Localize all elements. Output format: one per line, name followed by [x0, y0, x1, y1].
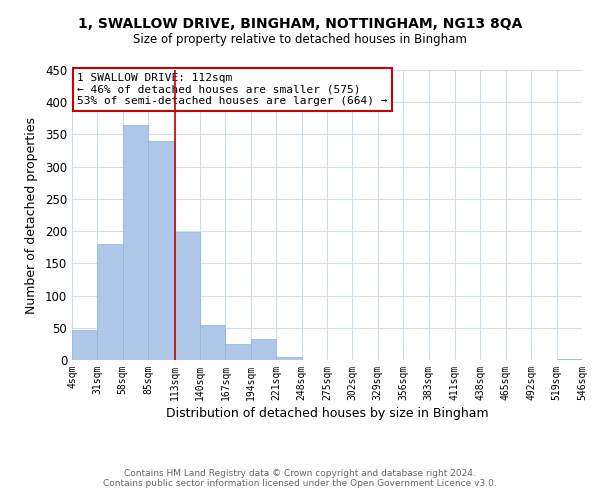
Text: Size of property relative to detached houses in Bingham: Size of property relative to detached ho…: [133, 32, 467, 46]
Bar: [72, 330, 97, 360]
Bar: [276, 357, 302, 360]
Bar: [226, 344, 251, 360]
Bar: [251, 338, 276, 360]
Text: 1 SWALLOW DRIVE: 112sqm
← 46% of detached houses are smaller (575)
53% of semi-d: 1 SWALLOW DRIVE: 112sqm ← 46% of detache…: [77, 73, 388, 106]
Text: Contains HM Land Registry data © Crown copyright and database right 2024.: Contains HM Land Registry data © Crown c…: [124, 468, 476, 477]
Bar: [200, 324, 226, 360]
Bar: [123, 125, 148, 360]
Bar: [175, 232, 200, 360]
Text: Contains public sector information licensed under the Open Government Licence v3: Contains public sector information licen…: [103, 478, 497, 488]
Text: 1, SWALLOW DRIVE, BINGHAM, NOTTINGHAM, NG13 8QA: 1, SWALLOW DRIVE, BINGHAM, NOTTINGHAM, N…: [78, 18, 522, 32]
X-axis label: Distribution of detached houses by size in Bingham: Distribution of detached houses by size …: [166, 407, 488, 420]
Y-axis label: Number of detached properties: Number of detached properties: [25, 116, 38, 314]
Bar: [97, 244, 123, 360]
Bar: [148, 141, 175, 360]
